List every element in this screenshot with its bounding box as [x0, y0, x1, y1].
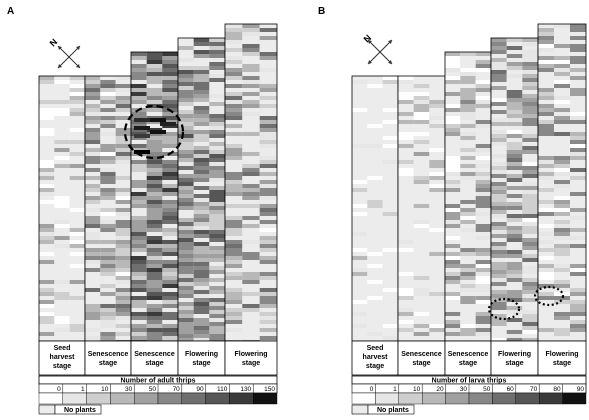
highlight-circle — [123, 104, 185, 160]
legend-tick-label: 150 — [264, 386, 275, 393]
legend-tick-label: 10 — [101, 386, 109, 393]
heatmap-column — [84, 75, 132, 344]
legend-swatch — [229, 392, 254, 405]
stage-label-flowering-2: Flowering stage — [545, 351, 578, 367]
legend-a: Number of adult thrips 0 1 10 30 50 70 90 110 13… — [38, 375, 278, 415]
heatmap-column — [490, 37, 539, 342]
legend-swatch — [86, 392, 111, 405]
stage-label-seed-harvest: Seed harvest stage — [363, 345, 389, 370]
legend-swatch — [157, 392, 182, 405]
legend-tick-label: 0 — [370, 386, 374, 393]
legend-tick-label: 110 — [217, 386, 228, 393]
legend-swatch — [468, 392, 493, 405]
legend-b: Number of larva thrips 0 1 10 20 30 50 60 70 80 9… — [351, 375, 587, 415]
highlight-oval-2 — [533, 285, 565, 307]
legend-title-a: Number of adult thrips — [120, 378, 195, 385]
compass-icon: N — [48, 37, 81, 69]
legend-tick-label: 10 — [413, 386, 421, 393]
heatmap-column — [224, 23, 278, 344]
stage-label-senescence-1: Senescence stage — [401, 351, 442, 367]
compass-icon: N — [362, 33, 393, 65]
legend-swatch — [38, 392, 63, 405]
heatmap-column — [444, 51, 492, 344]
legend-tick-label: 60 — [507, 386, 515, 393]
no-plants-swatch — [351, 404, 369, 415]
legend-tick-label: 30 — [460, 386, 468, 393]
legend-swatch — [539, 392, 563, 405]
legend-tick-label: 130 — [240, 386, 251, 393]
heatmap-column — [38, 75, 86, 344]
north-label: N — [362, 33, 374, 45]
north-label: N — [48, 37, 60, 49]
legend-title-b: Number of larva thrips — [432, 378, 507, 385]
stage-labels-b: Seed harvest stage Senescence stage Senesce… — [351, 340, 587, 376]
legend-swatch — [351, 392, 376, 405]
heatmap-columns-b — [351, 23, 587, 344]
legend-tick-label: 1 — [81, 386, 85, 393]
legend-swatch — [398, 392, 423, 405]
legend-swatch — [562, 392, 587, 405]
legend-tick-label: 0 — [57, 386, 61, 393]
legend-swatch — [515, 392, 540, 405]
stage-label-flowering-1: Flowering stage — [185, 351, 218, 367]
stage-label-senescence-2: Senescence stage — [448, 351, 489, 367]
legend-swatch — [492, 392, 516, 405]
stage-label-senescence-1: Senescence stage — [88, 351, 129, 367]
legend-tick-label: 90 — [196, 386, 204, 393]
legend-tick-label: 70 — [173, 386, 181, 393]
no-plants-label-b: No plants — [377, 407, 409, 414]
legend-swatch — [375, 392, 399, 405]
legend-swatch — [181, 392, 206, 405]
legend-swatch — [205, 392, 230, 405]
legend-swatch — [422, 392, 446, 405]
legend-tick-label: 50 — [483, 386, 491, 393]
stage-labels-a: Seed harvest stage Senescence stage Senesce… — [38, 340, 278, 376]
highlight-oval-1 — [487, 297, 521, 321]
no-plants-label-a: No plants — [64, 407, 96, 414]
heatmap-cell — [134, 134, 150, 138]
stage-label-seed-harvest: Seed harvest stage — [50, 345, 76, 370]
heatmap-cell — [134, 126, 150, 130]
heatmap-cell — [134, 150, 150, 154]
legend-tick-label: 30 — [125, 386, 133, 393]
heatmap-column — [130, 51, 179, 344]
legend-tick-label: 50 — [149, 386, 157, 393]
legend-swatch — [110, 392, 135, 405]
heatmap-column — [537, 23, 587, 344]
heatmap-column — [397, 75, 446, 344]
heatmap-cell — [160, 122, 176, 126]
heatmap-columns-a — [38, 23, 278, 344]
panel-b-letter: B — [318, 6, 326, 17]
legend-tick-label: 1 — [393, 386, 397, 393]
legend-tick-label: 70 — [530, 386, 538, 393]
legend-swatch — [133, 392, 159, 405]
panel-a-letter: A — [7, 6, 15, 17]
legend-tick-label: 90 — [577, 386, 585, 393]
stage-label-flowering-2: Flowering stage — [234, 351, 267, 367]
panel-a: N Seed harvest stage Senescence stage Senes… — [38, 23, 278, 415]
heatmap-cell — [150, 130, 166, 134]
legend-tick-label: 20 — [436, 386, 444, 393]
panel-b: N Seed harvest stage Senescence stage Senes… — [351, 23, 587, 415]
legend-tick-label: 80 — [553, 386, 561, 393]
no-plants-swatch — [38, 404, 56, 415]
heatmap-column — [351, 75, 399, 344]
heatmap-column — [177, 37, 226, 342]
stage-label-flowering-1: Flowering stage — [498, 351, 531, 367]
stage-label-senescence-2: Senescence stage — [134, 351, 175, 367]
legend-swatch — [445, 392, 470, 405]
heatmap-cell — [150, 118, 166, 122]
legend-swatch — [62, 392, 87, 405]
legend-swatch — [252, 392, 278, 405]
heatmap-cell — [134, 118, 150, 122]
